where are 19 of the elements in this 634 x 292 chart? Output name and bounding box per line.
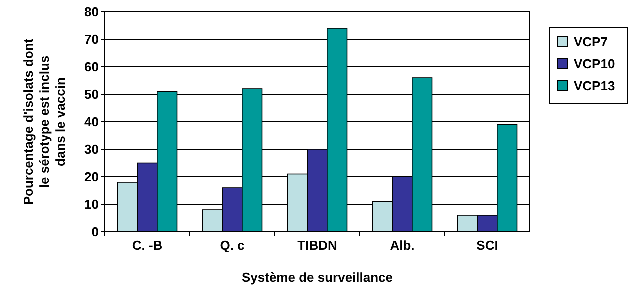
x-axis-title: Système de surveillance: [242, 270, 394, 285]
y-tick-label: 40: [84, 114, 99, 130]
x-tick-label: TIBDN: [298, 238, 338, 253]
y-tick-label: 30: [84, 142, 99, 158]
legend-label: VCP7: [574, 34, 608, 50]
y-tick-label: 70: [84, 32, 99, 48]
x-tick-label: C. -B: [132, 238, 163, 253]
y-axis-title: Pourcentage d'isolats dont le sérotype est inclus dans le vaccin: [21, 38, 68, 206]
x-tick-label: Alb.: [390, 238, 415, 253]
y-tick-label: 10: [84, 197, 99, 212]
y-tick-label: 80: [84, 4, 99, 20]
x-tick-label: Q. c: [220, 238, 245, 253]
legend-label: VCP13: [574, 78, 616, 94]
x-tick-label: SCI: [476, 238, 498, 253]
y-tick-label: 60: [84, 60, 99, 75]
y-tick-label: 0: [92, 224, 99, 240]
y-tick-label: 20: [84, 170, 99, 185]
legend-label: VCP10: [574, 56, 616, 72]
y-tick-label: 50: [84, 87, 99, 102]
